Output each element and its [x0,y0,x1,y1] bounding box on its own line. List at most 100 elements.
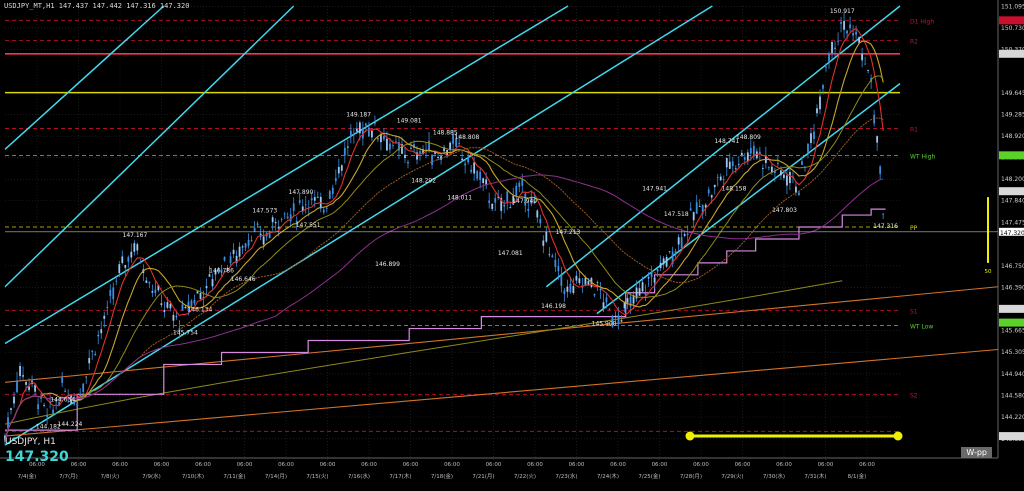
pair-label: USDJPY, H1 [5,437,56,447]
price-annotation: 150.917 [830,8,855,15]
candle-body [849,24,851,28]
price-annotation: 147.803 [772,207,797,214]
x-date-label: 7/17(木) [389,472,411,480]
candles [4,12,885,446]
candle-body [867,70,870,71]
y-tick-label: 144.580 [1001,392,1024,399]
candle-body [843,20,845,30]
candle-body [554,259,557,267]
candle-body [40,397,42,399]
candle-body [668,251,671,253]
candle-body [443,147,445,152]
candle-body [43,405,45,406]
candle-body [686,233,689,235]
candle-body [175,316,178,318]
candle-body [707,189,710,194]
candle-body [112,287,115,300]
candle-body [349,130,352,137]
candle-body [873,114,876,124]
candle-body [560,274,563,286]
candle-body [226,267,229,271]
candle-body [635,287,638,299]
candle-body [380,134,382,143]
candle-body [482,178,485,184]
candle-body [689,208,692,211]
candle-body [584,277,587,285]
x-time-label: 06:00 [71,462,87,468]
candle-body [58,402,61,405]
candle-body [530,196,533,204]
candle-body [656,268,659,272]
candle-body [521,178,524,186]
candle-body [629,296,632,307]
candle-body [509,207,512,209]
candle-body [852,33,854,36]
candle-body [446,149,448,157]
x-date-label: 7/22(火) [514,474,536,480]
candle-body [770,166,773,173]
moving-average-brown [4,117,884,442]
candle-body [659,262,662,269]
candle-body [277,226,280,229]
candle-body [268,232,271,239]
candle-body [304,204,307,206]
candle-body [740,152,743,156]
axis-level-tag [999,187,1024,196]
candle-body [13,396,15,404]
candle-body [377,138,379,140]
candle-body [136,244,139,251]
candle-body [55,400,58,402]
candle-body [734,168,737,170]
x-time-label: 06:00 [112,462,128,468]
candle-body [274,222,277,224]
candle-body [746,152,749,162]
candle-body [758,151,761,154]
candle-body [106,306,109,308]
candle-body [229,256,232,263]
axis-level-tag [999,318,1024,327]
candle-body [220,269,223,273]
candle-body [256,223,259,226]
candle-body [244,243,247,248]
wpp-button[interactable]: W-pp [961,447,992,458]
x-date-label: 7/31(木) [804,472,826,480]
candle-body [557,266,560,272]
candle-body [325,208,328,209]
candle-body [834,47,836,49]
candle-body [578,278,581,284]
price-annotation: 147.551 [296,222,321,229]
current-price-tag [999,227,1024,236]
candle-body [662,258,665,265]
level-label: WT Low [910,324,933,331]
price-annotation: 147.316 [873,223,898,230]
candle-body [437,156,439,158]
candle-body [298,200,301,203]
period-bar-end [893,431,903,441]
candle-body [61,377,64,383]
candle-body [795,186,797,193]
candle-body [644,293,647,296]
x-date-label: 7/28(月) [680,473,702,480]
candle-body [710,195,713,198]
candle-body [410,147,412,149]
trend-channel-line [4,5,295,288]
candle-body [695,202,698,214]
candle-body [292,203,295,211]
candle-body [301,206,304,212]
trend-line-orange [4,348,999,437]
candle-body [494,198,497,203]
price-annotation: 147.081 [498,250,523,257]
candle-body [4,435,6,442]
trend-channel-line [545,5,901,288]
x-time-label: 06:00 [154,462,170,468]
candle-body [473,162,476,174]
candle-body [431,154,433,165]
candle-body [533,200,536,204]
candle-body [776,162,779,164]
candle-body [91,350,94,352]
candle-body [82,383,85,392]
candle-body [500,198,503,211]
candle-body [250,240,253,242]
candle-body [801,161,803,165]
